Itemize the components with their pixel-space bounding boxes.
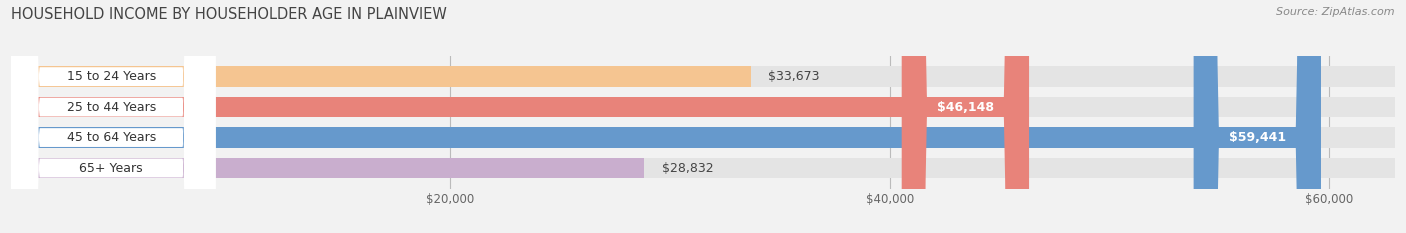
Text: $28,832: $28,832 bbox=[662, 161, 714, 175]
Text: 25 to 44 Years: 25 to 44 Years bbox=[66, 101, 156, 114]
Text: $59,441: $59,441 bbox=[1229, 131, 1286, 144]
FancyBboxPatch shape bbox=[1194, 0, 1322, 233]
Bar bbox=[11, 127, 1395, 148]
Text: Source: ZipAtlas.com: Source: ZipAtlas.com bbox=[1277, 7, 1395, 17]
Bar bbox=[11, 66, 751, 87]
Text: 15 to 24 Years: 15 to 24 Years bbox=[66, 70, 156, 83]
Text: 65+ Years: 65+ Years bbox=[79, 161, 143, 175]
Text: 45 to 64 Years: 45 to 64 Years bbox=[66, 131, 156, 144]
FancyBboxPatch shape bbox=[7, 0, 215, 233]
Text: HOUSEHOLD INCOME BY HOUSEHOLDER AGE IN PLAINVIEW: HOUSEHOLD INCOME BY HOUSEHOLDER AGE IN P… bbox=[11, 7, 447, 22]
Bar bbox=[11, 158, 644, 178]
Text: $33,673: $33,673 bbox=[768, 70, 820, 83]
Bar bbox=[11, 97, 1025, 117]
FancyBboxPatch shape bbox=[7, 0, 215, 233]
Bar bbox=[11, 127, 1316, 148]
Bar bbox=[11, 97, 1395, 117]
Text: $46,148: $46,148 bbox=[936, 101, 994, 114]
Bar bbox=[11, 158, 1395, 178]
FancyBboxPatch shape bbox=[7, 0, 215, 233]
FancyBboxPatch shape bbox=[7, 0, 215, 233]
FancyBboxPatch shape bbox=[901, 0, 1029, 233]
Bar bbox=[11, 66, 1395, 87]
